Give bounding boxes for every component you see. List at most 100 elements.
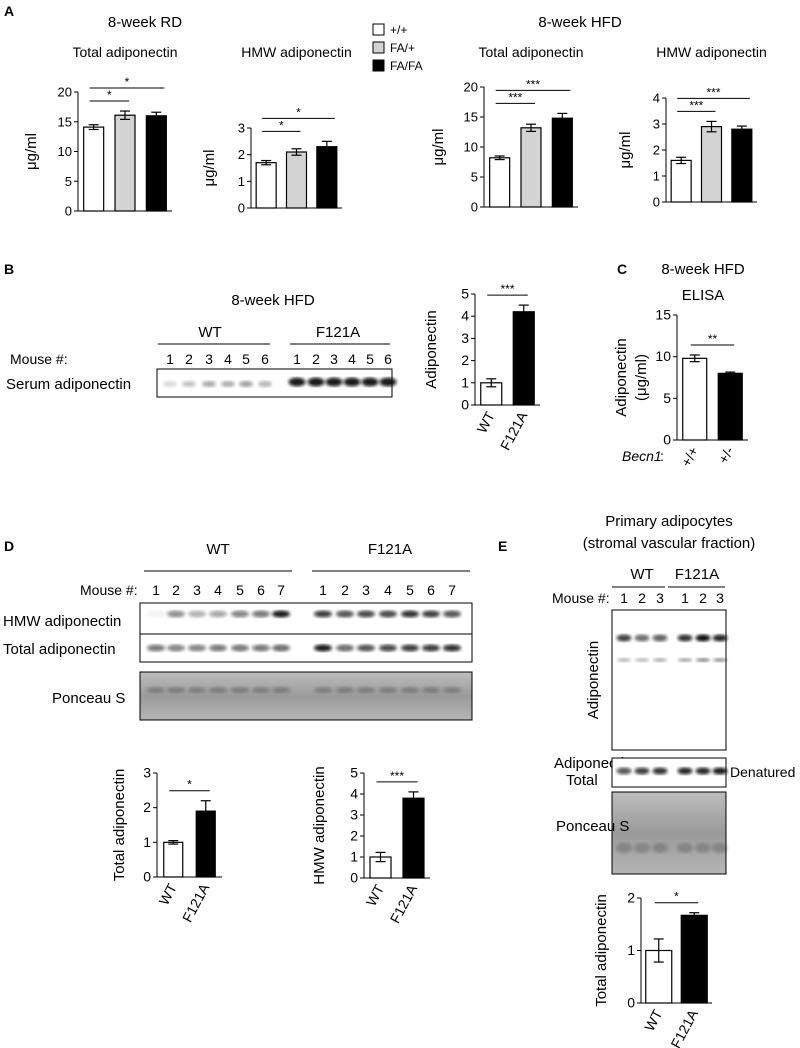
blot-band bbox=[616, 634, 632, 642]
genotype-legend: +/+ FA/+ FA/FA bbox=[372, 23, 423, 73]
blot-band bbox=[616, 843, 632, 853]
blot-band bbox=[231, 610, 249, 618]
significance-label: *** bbox=[500, 282, 514, 296]
y-tick-label: 10 bbox=[58, 144, 72, 159]
blot-band bbox=[635, 658, 649, 662]
x-tick-label: WT bbox=[156, 881, 181, 908]
legend-label-fa-hom: FA/FA bbox=[390, 59, 423, 73]
blot-band bbox=[677, 634, 693, 642]
blot-band bbox=[202, 381, 216, 387]
y-tick-label: 1 bbox=[461, 374, 469, 390]
e-ponceau-stain bbox=[611, 791, 727, 875]
lane-number: 3 bbox=[193, 582, 201, 598]
lane-number: 6 bbox=[427, 582, 435, 598]
y-tick-label: 4 bbox=[350, 786, 358, 802]
x-tick-label: F121A bbox=[179, 880, 213, 925]
y-axis-label: μg/ml bbox=[430, 129, 447, 166]
significance-label: * bbox=[296, 105, 301, 119]
e-group-wt: WT bbox=[630, 566, 653, 583]
y-tick-label: 1 bbox=[143, 834, 151, 850]
significance-label: *** bbox=[689, 98, 703, 112]
x-tick-label: WT bbox=[474, 409, 499, 436]
y-tick-label: 3 bbox=[653, 117, 660, 132]
blot-band bbox=[712, 843, 728, 853]
d-mouse-label: Mouse #: bbox=[80, 582, 138, 598]
blot-band bbox=[147, 687, 165, 693]
c-title: 8-week HFD bbox=[661, 261, 745, 278]
lane-number: 3 bbox=[716, 590, 724, 606]
blot-band bbox=[652, 634, 668, 642]
blot-band bbox=[361, 377, 379, 387]
y-axis-label: HMW adiponectin bbox=[311, 766, 328, 884]
y-tick-label: 4 bbox=[653, 91, 660, 106]
d-group-wt: WT bbox=[206, 541, 229, 558]
chart-a4: HMW adiponectin 0 1 2 3 4 μg/ml ****** bbox=[617, 44, 767, 210]
y-tick-label: 2 bbox=[238, 147, 245, 162]
y-tick-label: 2 bbox=[350, 828, 358, 844]
bar-F121A bbox=[512, 311, 535, 406]
b-title: 8-week HFD bbox=[231, 292, 315, 309]
blot-band bbox=[696, 658, 710, 662]
lane-number: 5 bbox=[406, 582, 414, 598]
y-tick-label: 3 bbox=[143, 765, 151, 781]
chart-b1: 0 1 2 3 4 5 Adiponectin WT F121A *** bbox=[423, 282, 540, 453]
blot-band bbox=[147, 610, 165, 618]
significance-label: * bbox=[107, 88, 112, 102]
e-subtitle: (stromal vascular fraction) bbox=[583, 535, 756, 552]
blot-band bbox=[677, 767, 693, 775]
blot-band bbox=[343, 377, 361, 387]
blot-band bbox=[272, 610, 290, 618]
blot-band bbox=[182, 381, 196, 387]
legend-swatch-wt bbox=[372, 23, 385, 36]
chart-c1: 0 5 10 15 Adiponectin (μg/ml) +/+ +/- ** bbox=[613, 307, 748, 469]
panel-letter-d: D bbox=[4, 538, 14, 554]
y-axis-label: μg/ml bbox=[617, 132, 634, 169]
blot-band bbox=[695, 843, 711, 853]
lane-number: 1 bbox=[620, 590, 628, 606]
blot-band bbox=[634, 767, 650, 775]
blot-band bbox=[422, 610, 440, 618]
significance-label: * bbox=[125, 75, 130, 89]
lane-number: 1 bbox=[681, 590, 689, 606]
bar-F121A bbox=[680, 914, 708, 1004]
panel-letter-e: E bbox=[498, 538, 507, 554]
y-tick-label: 20 bbox=[58, 85, 72, 100]
x-tick-label: F121A bbox=[667, 1006, 701, 1048]
y-tick-label: 0 bbox=[627, 995, 635, 1011]
chart-d1: 0 1 2 3 Total adiponectin WT F121A * bbox=[111, 765, 222, 925]
bar-FA/+ bbox=[700, 125, 723, 203]
blot-band bbox=[379, 610, 397, 618]
blot-band bbox=[713, 658, 727, 662]
significance-label: *** bbox=[508, 90, 522, 104]
y-axis-label: Total adiponectin bbox=[111, 769, 128, 882]
y-tick-label: 0 bbox=[143, 869, 151, 885]
blot-band bbox=[167, 687, 185, 693]
blot-band bbox=[379, 377, 397, 387]
lane-number: 6 bbox=[261, 351, 269, 367]
blot-band bbox=[258, 381, 272, 387]
lane-number: 3 bbox=[362, 582, 370, 598]
blot-band bbox=[422, 687, 440, 693]
lane-number: 7 bbox=[448, 582, 456, 598]
significance-label: ** bbox=[708, 332, 718, 346]
x-tick-label: +/- bbox=[715, 444, 737, 467]
lane-number: 1 bbox=[293, 351, 301, 367]
blot-band bbox=[272, 644, 290, 652]
e-native-blot bbox=[611, 609, 727, 751]
c-gene-colon: : bbox=[660, 448, 664, 464]
blot-band bbox=[634, 843, 650, 853]
blot-band bbox=[401, 610, 419, 618]
lane-number: 5 bbox=[366, 351, 374, 367]
y-tick-label: 3 bbox=[350, 807, 358, 823]
y-tick-label: 2 bbox=[461, 352, 469, 368]
blot-band bbox=[188, 610, 206, 618]
bar-+/- bbox=[717, 372, 743, 441]
blot-band bbox=[231, 687, 249, 693]
rd-title: 8-week RD bbox=[108, 14, 182, 31]
bar-FA/+ bbox=[520, 127, 542, 208]
d-row-label-ponceau: Ponceau S bbox=[52, 690, 125, 707]
y-tick-label: 10 bbox=[464, 140, 478, 155]
significance-label: *** bbox=[526, 77, 540, 91]
e-total-label-2: Total bbox=[566, 772, 598, 789]
bar-FA/FA bbox=[551, 117, 573, 208]
